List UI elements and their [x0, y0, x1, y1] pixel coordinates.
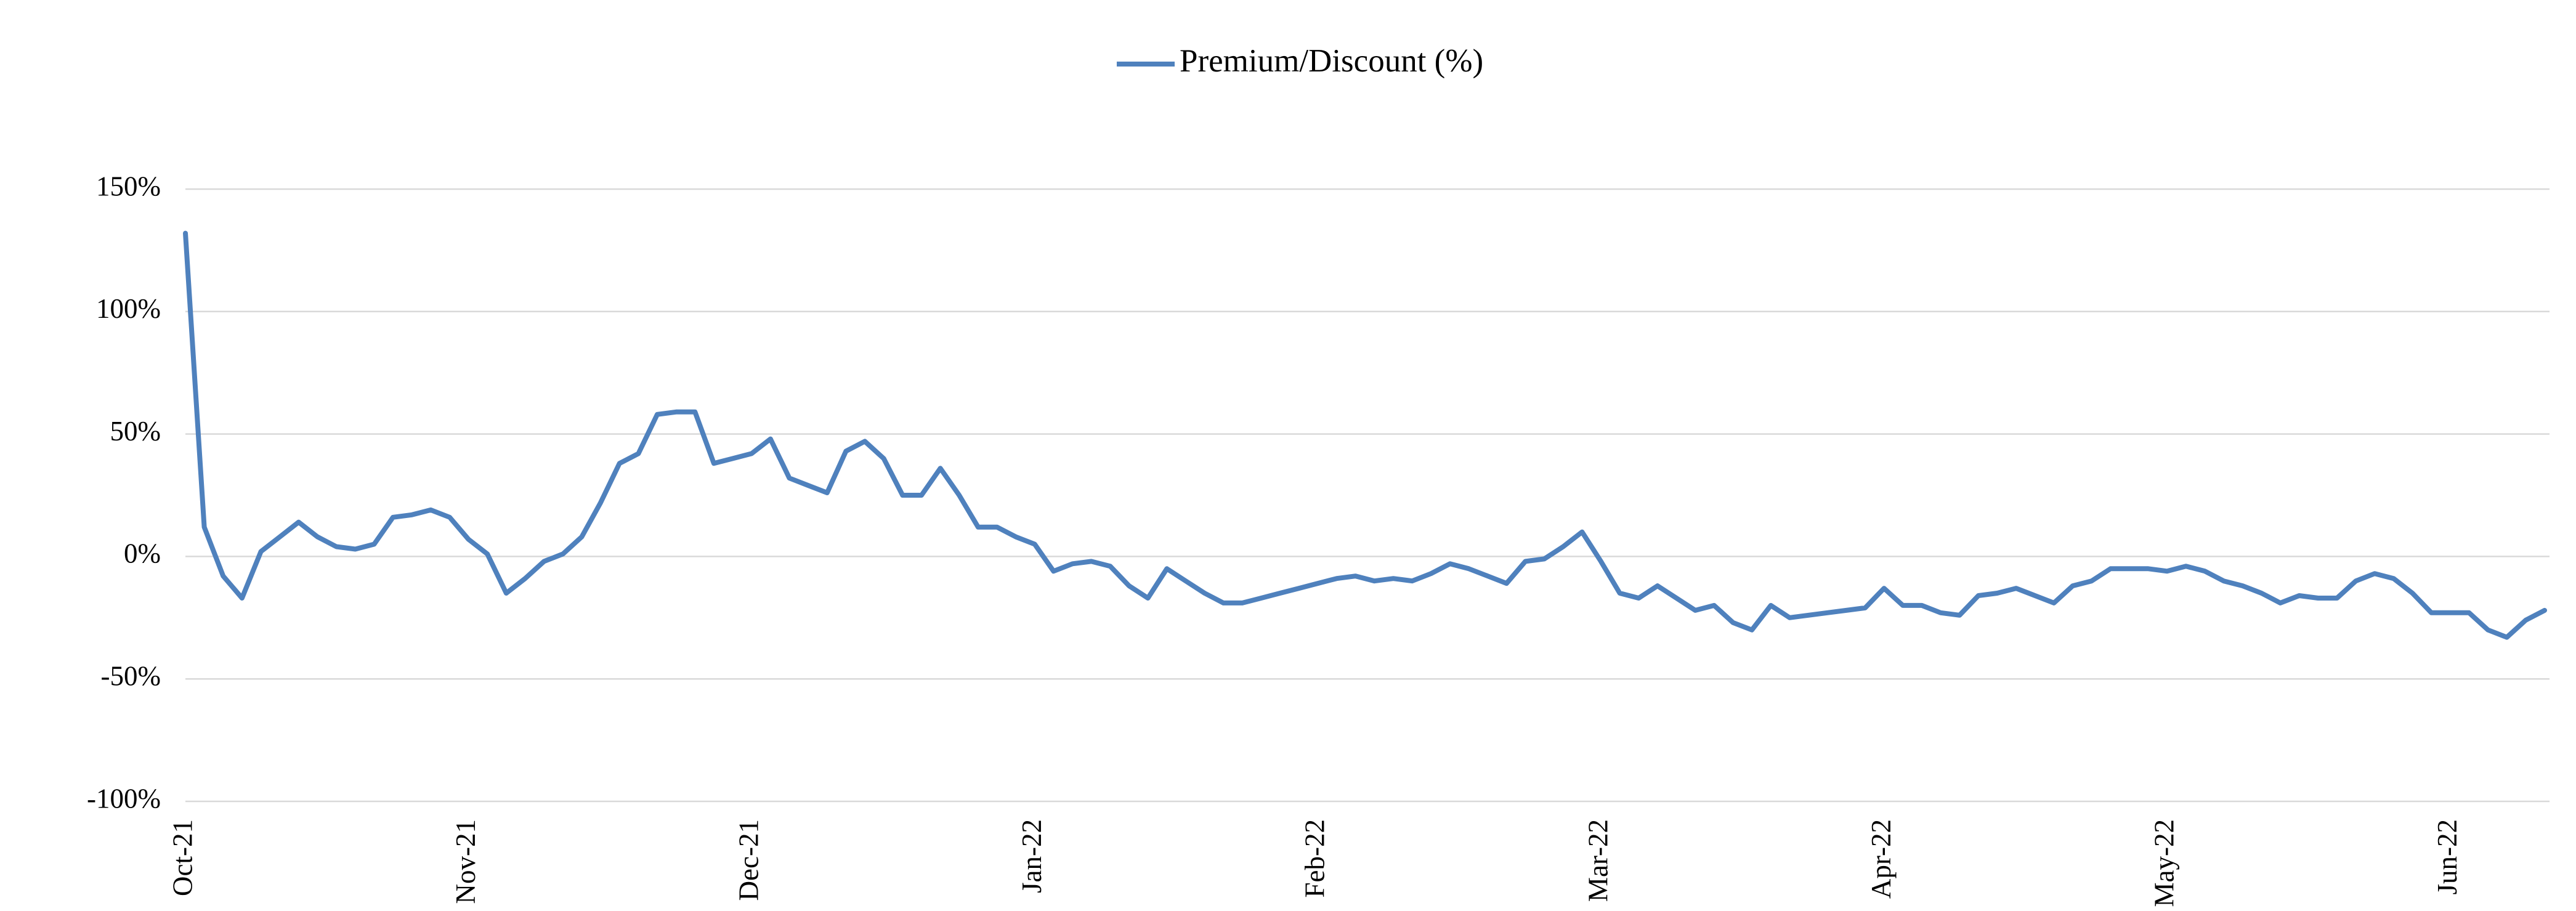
x-tick-label: May-22: [2149, 819, 2180, 907]
y-tick-label: 50%: [110, 416, 161, 447]
y-tick-label: 0%: [124, 538, 161, 569]
x-tick-label: Apr-22: [1866, 819, 1897, 899]
x-tick-label: Oct-21: [167, 819, 198, 896]
x-tick-label: Nov-21: [450, 819, 481, 904]
x-tick-label: Dec-21: [734, 819, 764, 901]
x-tick-label: Jan-22: [1016, 819, 1047, 893]
y-tick-label: 150%: [96, 171, 161, 201]
y-tick-label: -100%: [87, 783, 161, 814]
legend-label: Premium/Discount (%): [1180, 43, 1483, 79]
y-tick-label: -50%: [101, 661, 161, 692]
data-line: [183, 230, 2547, 640]
y-tick-label: 100%: [96, 293, 161, 324]
x-tick-label: Mar-22: [1582, 819, 1613, 902]
x-tick-label: Jun-22: [2432, 819, 2463, 895]
x-tick-label: Feb-22: [1300, 819, 1331, 898]
